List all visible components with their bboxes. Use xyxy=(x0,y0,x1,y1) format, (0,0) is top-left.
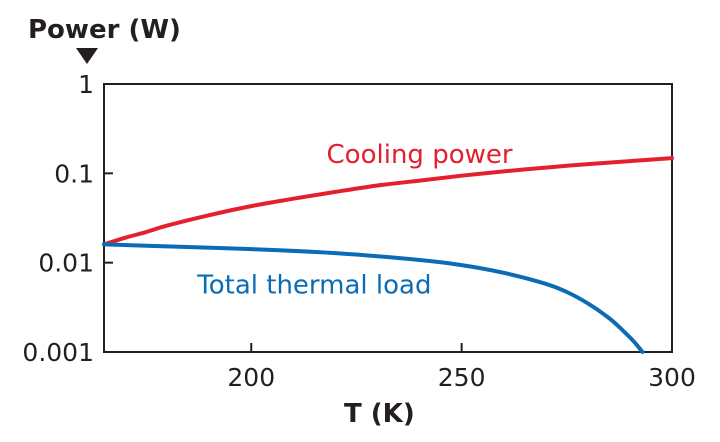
x-tick-label: 300 xyxy=(648,363,696,392)
total-thermal-load-label: Total thermal load xyxy=(196,271,431,301)
series-labels: Cooling power Total thermal load xyxy=(196,140,513,300)
series-lines xyxy=(102,156,674,354)
plot-frame xyxy=(103,83,673,353)
y-tick-label: 0.01 xyxy=(38,249,94,278)
x-tick-label: 200 xyxy=(227,363,275,392)
y-tick-label: 0.001 xyxy=(22,338,94,367)
cooling-power-line xyxy=(102,156,674,247)
x-axis-ticks: 200 250 300 xyxy=(227,343,696,392)
total-thermal-load-line xyxy=(102,242,645,354)
y-tick-label: 0.1 xyxy=(54,159,94,188)
cooling-power-label: Cooling power xyxy=(327,140,513,170)
y-tick-label: 1 xyxy=(78,70,94,99)
x-tick-label: 250 xyxy=(438,363,486,392)
y-axis-ticks: 1 0.1 0.01 0.001 xyxy=(22,70,113,367)
x-axis-title: T (K) xyxy=(344,399,415,429)
y-axis-title: Power (W) xyxy=(28,15,181,45)
y-axis-arrow-marker xyxy=(76,48,98,64)
